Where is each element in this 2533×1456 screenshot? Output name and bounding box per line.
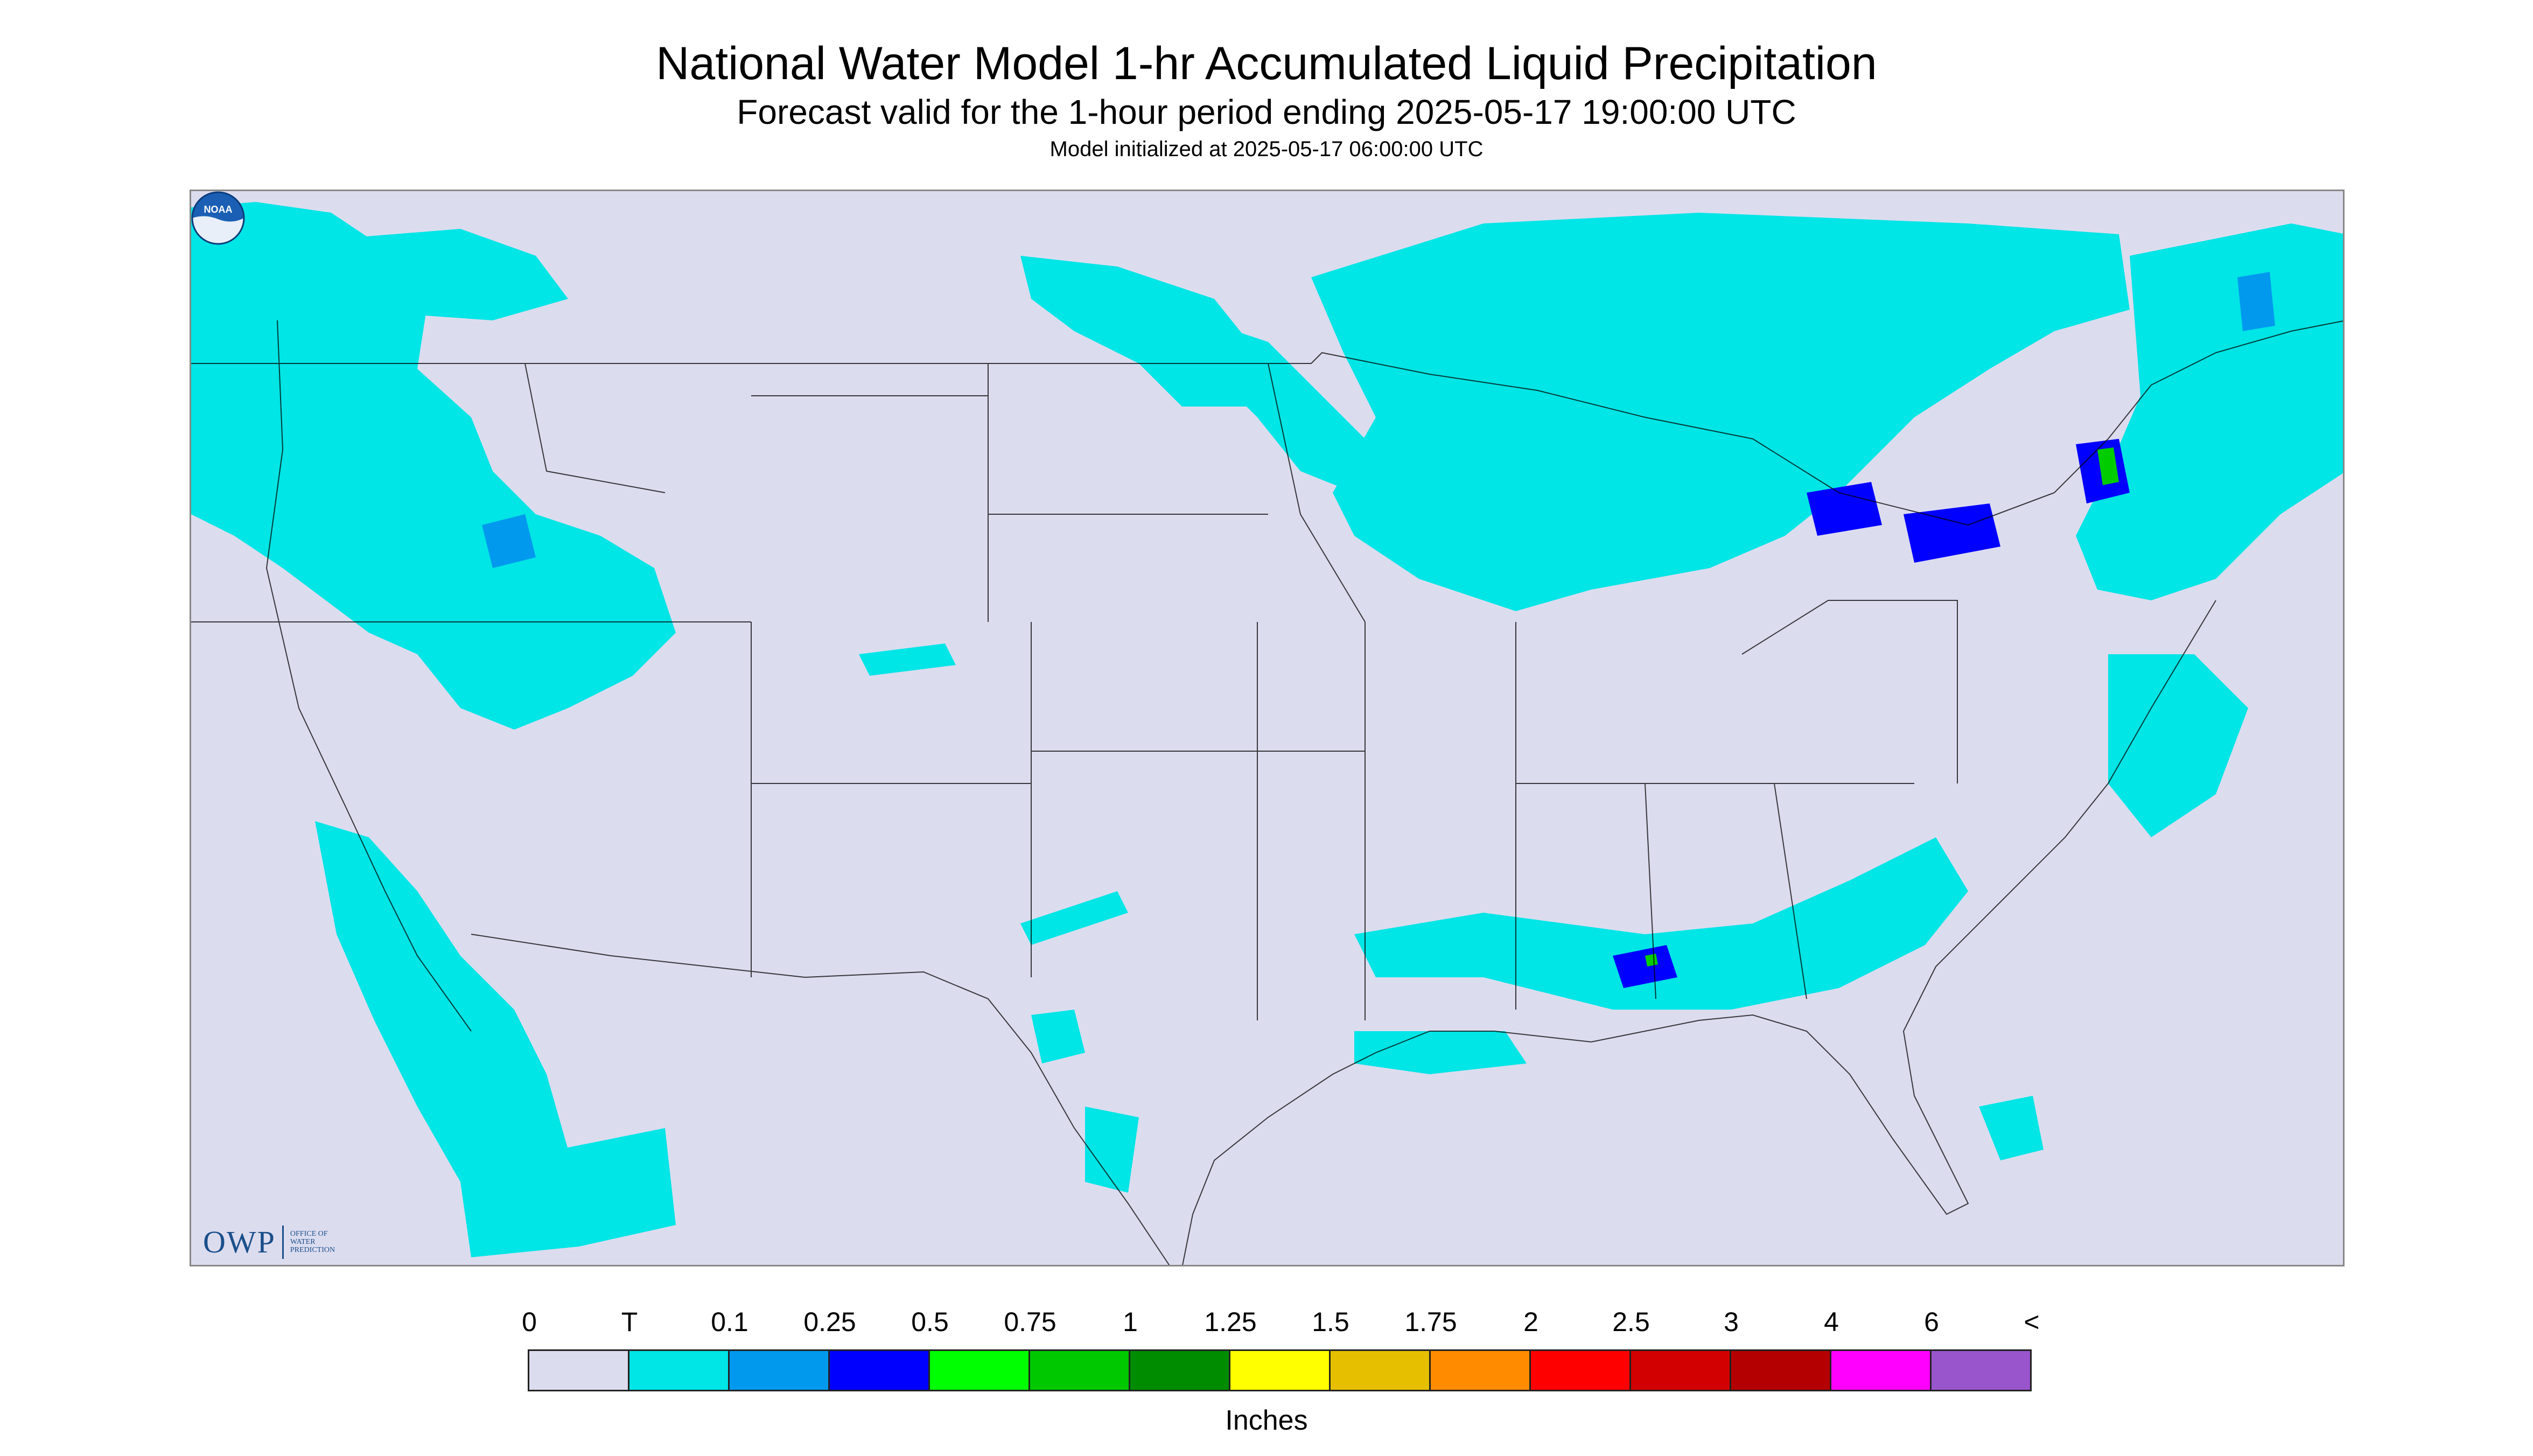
owp-subtext: OFFICE OF WATER PREDICTION [290,1230,335,1254]
precip-heavy-areas [1645,447,2119,967]
precip-mid-atlantic-offshore [2108,654,2248,837]
legend-swatch [930,1351,1030,1390]
legend-color-bar [528,1349,2032,1391]
precip-south-texas [1085,1107,1139,1193]
boundaries [191,320,2343,1265]
legend-tick-label: 0.5 [911,1307,949,1337]
precip-pacific-nw [191,202,676,730]
legend-swatch [830,1351,930,1390]
legend-tick-label: 0.25 [803,1307,856,1337]
precip-great-lakes-band [1311,213,2130,611]
precip-heavy-new-england [2097,447,2119,485]
precip-heavy-alabama [1645,954,1658,967]
legend-swatch [1831,1351,1932,1390]
color-legend: 0 T 0.1 0.25 0.5 0.75 1 1.25 1.5 1.75 2 2.5 3 4 6 < Inc… [0,1292,2533,1454]
precip-oklahoma-streaks [1020,891,1128,945]
state-lines [191,363,1958,1020]
legend-swatch [1230,1351,1331,1390]
precip-northeast [2076,223,2343,600]
precip-northern-plains-band [1020,256,1257,407]
legend-tick-label: 1.25 [1204,1307,1257,1337]
page-title: National Water Model 1-hr Accumulated Li… [656,38,1877,89]
legend-swatch [1130,1351,1230,1390]
legend-tick-label: < [2024,1307,2040,1337]
legend-swatch [1331,1351,1431,1390]
owp-line-1: OFFICE OF [290,1230,328,1238]
legend-tick-label: 4 [1824,1307,1839,1337]
precip-light-areas [482,272,2275,568]
legend-tick-label: 2.5 [1612,1307,1650,1337]
legend-swatch [629,1351,730,1390]
precip-light-idaho [482,514,536,568]
owp-letters: OWP [203,1224,276,1259]
owp-divider [282,1225,284,1259]
precip-southeast-band [1354,837,1968,1010]
legend-swatch [1431,1351,1531,1390]
precipitation-map: OWP OFFICE OF WATER PREDICTION NOAA [190,190,2345,1266]
legend-tick-label: T [621,1307,638,1337]
legend-swatch [529,1351,629,1390]
precip-moderate-ontario [1807,482,1882,536]
precip-light-northeast [2237,272,2275,331]
west-coast [265,320,472,1032]
noaa-logo-icon: NOAA [191,191,245,245]
map-canvas [191,202,2343,1265]
legend-tick-label: 6 [1924,1307,1939,1337]
us-canada-border [191,320,2343,526]
legend-swatch [1030,1351,1130,1390]
precip-gulf-coast [1354,1031,1527,1074]
legend-tick-label: 0 [522,1307,537,1337]
legend-swatch [1932,1351,2030,1390]
model-init-line: Model initialized at 2025-05-17 06:00:00… [1049,137,1484,161]
precip-pacific-coast-south [315,821,579,1257]
precip-moderate-areas [1613,439,2130,988]
precip-colorado-streaks [859,643,956,676]
us-mexico-border [471,934,1170,1265]
precip-texas-cell [1031,1010,1085,1063]
legend-swatch [1531,1351,1631,1390]
legend-tick-label: 2 [1523,1307,1538,1337]
legend-tick-label: 1 [1123,1307,1138,1337]
legend-swatch [1731,1351,1831,1390]
precip-florida-offshore [1979,1096,2044,1160]
legend-tick-label: 1.5 [1312,1307,1349,1337]
map-outside-wedge-left [191,568,454,1265]
owp-logo: OWP OFFICE OF WATER PREDICTION [203,1224,335,1260]
legend-tick-label: 0.1 [711,1307,748,1337]
forecast-valid-line: Forecast valid for the 1-hour period end… [737,93,1796,131]
legend-tick-label: 1.75 [1404,1307,1457,1337]
legend-swatch [1631,1351,1731,1390]
precip-northwest-upper [326,229,568,320]
owp-line-2: WATER [290,1238,316,1246]
owp-line-3: PREDICTION [290,1246,335,1254]
precip-baja-offshore [557,1128,676,1247]
east-coast [1182,600,2216,1265]
legend-tick-label: 3 [1724,1307,1739,1337]
legend-unit: Inches [1225,1405,1308,1436]
legend-swatch [730,1351,830,1390]
legend-tick-label: 0.75 [1004,1307,1056,1337]
precip-trace-areas [191,202,2343,1257]
precip-moderate-alabama [1613,945,1677,988]
svg-text:NOAA: NOAA [204,204,233,215]
precip-moderate-lake-ontario [1904,503,2000,563]
